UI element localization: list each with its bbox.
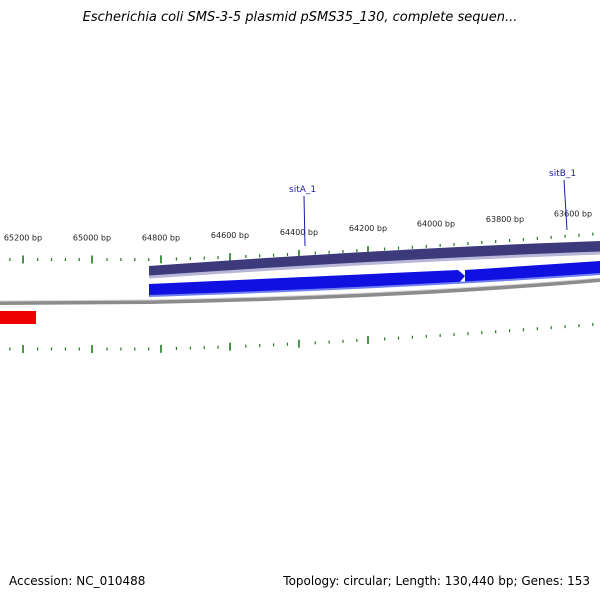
forward-gene-box[interactable] — [465, 261, 600, 283]
sitA-leader-line — [303, 195, 306, 247]
reverse-gene-band-underline — [148, 251, 600, 279]
summary-text: Topology: circular; Length: 130,440 bp; … — [283, 574, 590, 588]
plasmid-backbone — [0, 278, 600, 305]
tick-label: 64600 bp — [211, 231, 249, 240]
gene-label-sitA[interactable]: sitA_1 — [289, 185, 316, 195]
outer-tick-track — [9, 232, 594, 264]
tick-label: 64200 bp — [349, 224, 387, 233]
tick-label-group: 65200 bp 65000 bp 64800 bp 64600 bp 64400 bp… — [4, 210, 592, 243]
forward-gene-underline — [148, 273, 600, 297]
accession-text: Accession: NC_010488 — [9, 574, 146, 588]
tick-label: 65000 bp — [73, 234, 111, 243]
reverse-gene-band[interactable] — [149, 241, 600, 277]
tick-label: 63800 bp — [486, 215, 524, 224]
feature-block-red[interactable] — [0, 311, 36, 324]
forward-gene-arrow[interactable] — [149, 270, 465, 296]
sitB-leader-line — [563, 179, 568, 231]
plasmid-backbone-highlight — [0, 277, 600, 302]
tick-label: 64800 bp — [142, 233, 180, 242]
map-title: Escherichia coli SMS-3-5 plasmid pSMS35_… — [82, 10, 518, 25]
tick-label: 63600 bp — [554, 210, 592, 219]
inner-tick-track — [9, 323, 594, 353]
tick-label: 64000 bp — [417, 220, 455, 229]
tick-label: 64400 bp — [280, 228, 318, 237]
tick-label: 65200 bp — [4, 234, 42, 243]
gene-label-sitB[interactable]: sitB_1 — [549, 169, 576, 179]
